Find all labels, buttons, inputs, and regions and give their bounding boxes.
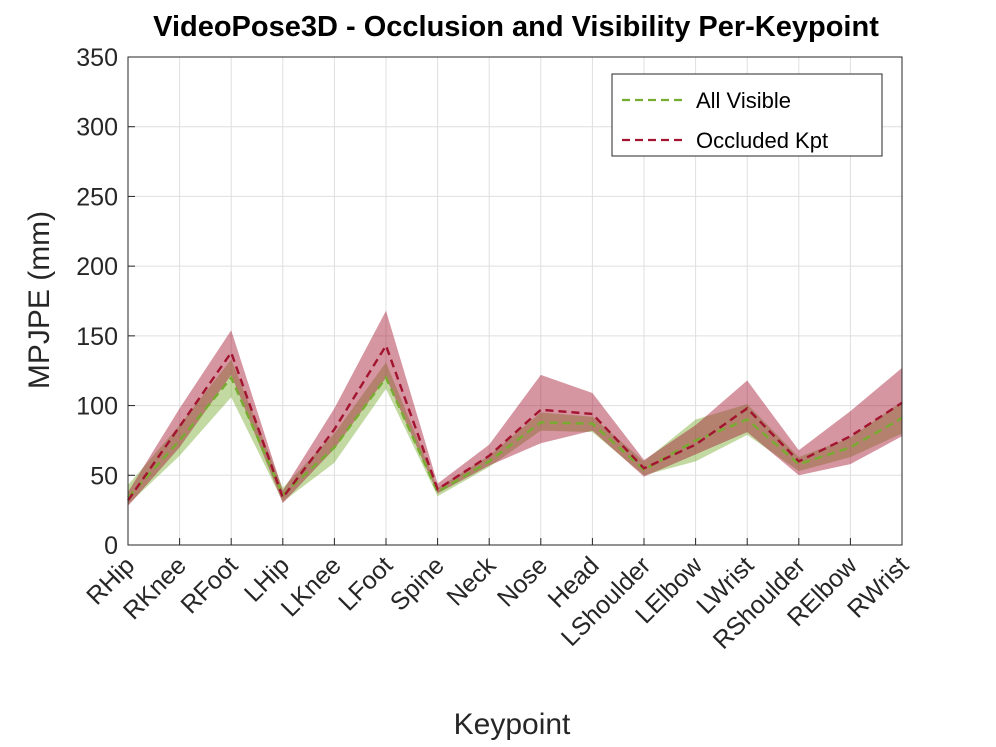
chart-title: VideoPose3D - Occlusion and Visibility P… <box>153 11 879 43</box>
x-tick-label-rfoot: RFoot <box>175 551 243 619</box>
y-tick-label-0: 0 <box>104 532 118 560</box>
x-axis-label: Keypoint <box>454 708 571 741</box>
y-axis-label: MPJPE (mm) <box>23 211 56 389</box>
y-tick-label-300: 300 <box>76 114 118 142</box>
x-tick-label-lknee: LKnee <box>276 551 347 622</box>
plot-frame <box>127 56 903 546</box>
mean-lines <box>127 342 903 502</box>
legend: All Visible Occluded Kpt <box>611 73 883 157</box>
x-tick-label-nose: Nose <box>492 551 553 612</box>
grid-lines <box>127 56 903 546</box>
legend-label-occluded-kpt: Occluded Kpt <box>696 128 828 153</box>
y-tick-label-150: 150 <box>76 323 118 351</box>
legend-label-all-visible: All Visible <box>696 88 791 113</box>
y-tick-label-200: 200 <box>76 253 118 281</box>
error-bands <box>128 310 902 506</box>
y-tick-label-250: 250 <box>76 183 118 211</box>
y-axis-ticks: 0 50 100 150 200 250 300 350 <box>76 44 135 560</box>
x-tick-label-lfoot: LFoot <box>333 551 398 616</box>
x-axis-ticks: RHipRKneeRFootLHipLKneeLFootSpineNeckNos… <box>81 538 914 655</box>
y-tick-label-350: 350 <box>76 44 118 72</box>
line-occluded-kpt <box>127 342 903 502</box>
x-tick-label-spine: Spine <box>385 551 450 616</box>
band-occluded-kpt <box>128 310 902 506</box>
x-tick-label-neck: Neck <box>441 551 501 611</box>
y-tick-label-100: 100 <box>76 393 118 421</box>
legend-box <box>611 73 883 157</box>
line-all-visible <box>127 375 903 499</box>
y-tick-label-50: 50 <box>90 462 118 490</box>
band-all-visible <box>128 359 902 505</box>
